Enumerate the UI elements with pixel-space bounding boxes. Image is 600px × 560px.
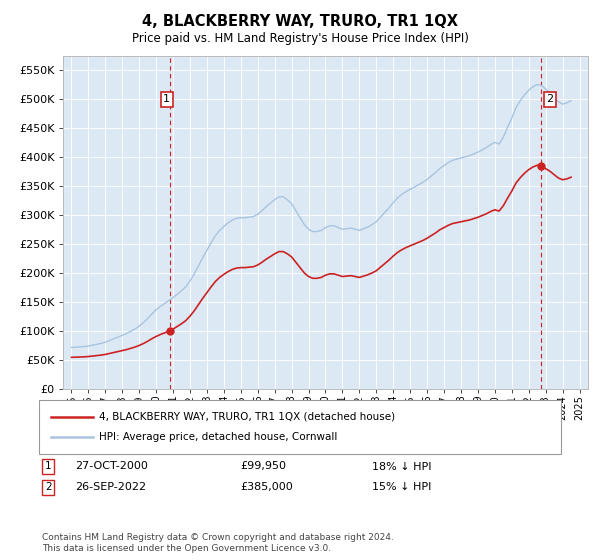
Text: £99,950: £99,950 (240, 461, 286, 472)
Text: 2: 2 (45, 482, 52, 492)
Text: 4, BLACKBERRY WAY, TRURO, TR1 1QX: 4, BLACKBERRY WAY, TRURO, TR1 1QX (142, 14, 458, 29)
Text: Price paid vs. HM Land Registry's House Price Index (HPI): Price paid vs. HM Land Registry's House … (131, 32, 469, 45)
Text: 4, BLACKBERRY WAY, TRURO, TR1 1QX (detached house): 4, BLACKBERRY WAY, TRURO, TR1 1QX (detac… (99, 412, 395, 422)
Text: 18% ↓ HPI: 18% ↓ HPI (372, 461, 431, 472)
Text: 26-SEP-2022: 26-SEP-2022 (75, 482, 146, 492)
Text: Contains HM Land Registry data © Crown copyright and database right 2024.
This d: Contains HM Land Registry data © Crown c… (42, 533, 394, 553)
Text: 1: 1 (45, 461, 52, 472)
Text: £385,000: £385,000 (240, 482, 293, 492)
Text: HPI: Average price, detached house, Cornwall: HPI: Average price, detached house, Corn… (99, 432, 337, 442)
Text: 15% ↓ HPI: 15% ↓ HPI (372, 482, 431, 492)
Text: 1: 1 (163, 95, 170, 105)
Text: 2: 2 (547, 95, 553, 105)
Text: 27-OCT-2000: 27-OCT-2000 (75, 461, 148, 472)
